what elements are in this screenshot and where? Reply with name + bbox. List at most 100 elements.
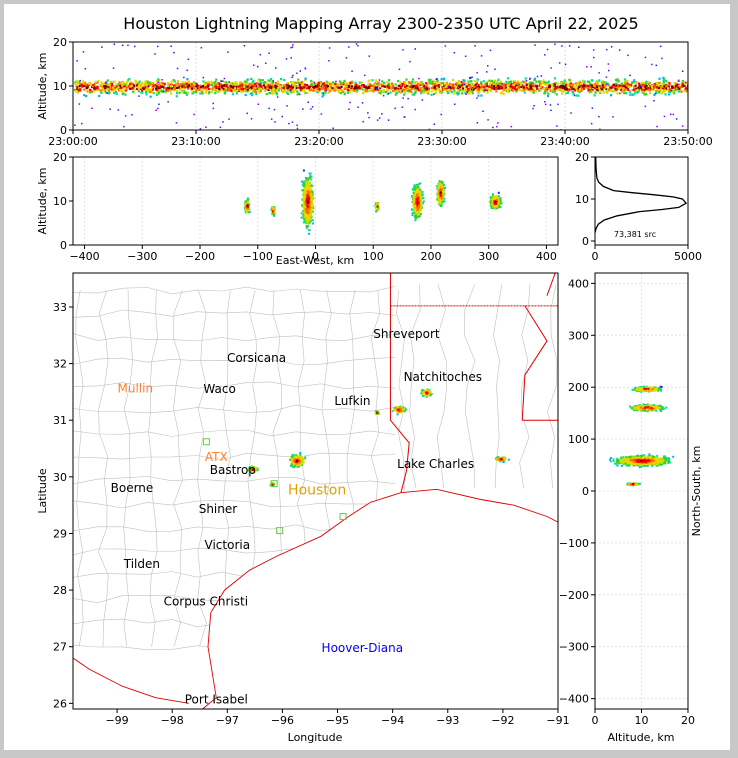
source-point (422, 83, 425, 86)
source-point (312, 222, 315, 225)
source-point (414, 88, 417, 91)
source-point (448, 85, 451, 89)
source-point (307, 180, 310, 183)
source-point (208, 83, 211, 86)
source-point (506, 88, 509, 91)
source-point (138, 80, 141, 83)
source-point (420, 198, 423, 201)
source-point (320, 87, 323, 90)
source-point (414, 197, 417, 200)
source-point (663, 88, 666, 91)
source-point (476, 72, 478, 74)
source-point (305, 217, 308, 219)
source-point (201, 92, 204, 95)
source-point (506, 90, 509, 93)
source-point (681, 80, 684, 83)
source-point (99, 84, 102, 87)
source-point (560, 80, 563, 84)
source-point (615, 89, 618, 92)
source-point (160, 85, 163, 88)
source-point (627, 88, 630, 92)
source-point (520, 81, 523, 84)
source-point (431, 86, 434, 89)
source-point (308, 195, 311, 198)
source-point (642, 90, 645, 93)
source-point (166, 82, 169, 85)
source-point (94, 80, 97, 84)
source-point (681, 83, 684, 86)
source-point (202, 80, 205, 83)
source-point (414, 90, 417, 93)
source-point (360, 81, 363, 84)
source-point (598, 115, 600, 118)
source-point (112, 88, 115, 92)
source-point (243, 82, 246, 85)
source-point (654, 92, 657, 95)
source-point (590, 79, 593, 82)
source-point (323, 86, 326, 89)
source-point (342, 83, 345, 86)
source-point (262, 84, 265, 87)
source-point (454, 86, 457, 89)
source-point (373, 83, 376, 86)
source-point (228, 81, 230, 83)
source-point (668, 93, 671, 96)
source-point (263, 89, 266, 92)
source-point (658, 77, 661, 80)
source-point (558, 86, 561, 89)
source-point (415, 80, 418, 83)
source-point (451, 83, 454, 86)
source-point (421, 193, 424, 196)
source-point (659, 45, 662, 48)
source-point (270, 82, 273, 85)
source-point (300, 212, 303, 215)
source-point (175, 86, 179, 89)
source-point (662, 91, 665, 94)
source-point (151, 91, 154, 94)
source-point (439, 205, 442, 208)
source-point (374, 82, 377, 85)
source-point (325, 82, 328, 85)
source-point (473, 85, 476, 88)
source-point (288, 122, 290, 125)
source-point (340, 83, 343, 86)
source-point (196, 85, 199, 88)
source-point (223, 77, 226, 80)
source-point (256, 82, 259, 85)
source-point (302, 202, 305, 205)
source-point (642, 85, 645, 88)
source-point (610, 94, 613, 97)
source-point (544, 89, 547, 92)
source-point (292, 74, 294, 77)
source-point (304, 205, 307, 208)
source-point (417, 214, 420, 217)
source-point (229, 89, 233, 92)
source-point (408, 89, 411, 92)
source-point (679, 86, 682, 89)
source-point (444, 45, 447, 47)
source-point (438, 182, 441, 185)
source-point (549, 90, 552, 93)
source-point (221, 86, 225, 89)
source-point (134, 79, 137, 82)
source-point (302, 205, 305, 208)
source-point (311, 196, 314, 199)
source-point (362, 120, 364, 123)
source-point (305, 203, 308, 206)
source-point (676, 86, 679, 89)
source-point (178, 91, 181, 94)
source-point (626, 80, 629, 83)
source-point (227, 51, 229, 53)
source-point (601, 84, 604, 87)
source-point (387, 92, 390, 95)
source-point (250, 84, 253, 87)
source-point (575, 88, 578, 91)
source-point (476, 122, 479, 124)
source-point (275, 85, 278, 88)
source-point (302, 194, 305, 197)
source-point (243, 87, 246, 90)
source-point (673, 88, 676, 91)
source-point (313, 83, 316, 86)
source-point (371, 84, 374, 88)
source-point (152, 81, 155, 84)
